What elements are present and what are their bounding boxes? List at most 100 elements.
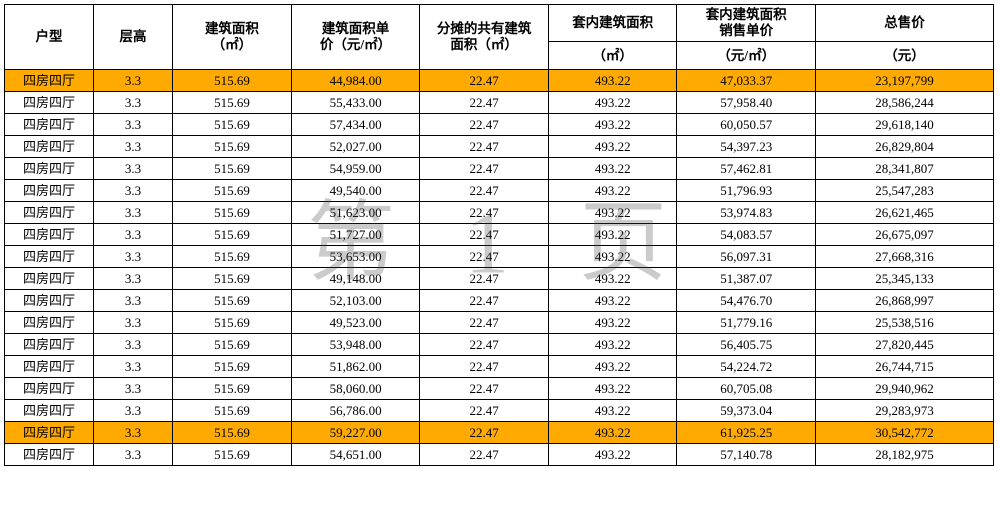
table-cell: 27,820,445	[815, 334, 993, 356]
table-cell: 493.22	[548, 290, 677, 312]
table-cell: 493.22	[548, 400, 677, 422]
table-cell: 493.22	[548, 268, 677, 290]
table-cell: 59,373.04	[677, 400, 815, 422]
table-cell: 56,097.31	[677, 246, 815, 268]
column-header: 套内建筑面积销售单价	[677, 5, 815, 42]
table-cell: 515.69	[173, 114, 292, 136]
table-cell: 54,476.70	[677, 290, 815, 312]
table-cell: 55,433.00	[291, 92, 420, 114]
table-cell: 493.22	[548, 114, 677, 136]
table-cell: 56,405.75	[677, 334, 815, 356]
table-cell: 51,796.93	[677, 180, 815, 202]
table-cell: 57,462.81	[677, 158, 815, 180]
table-cell: 3.3	[94, 444, 173, 466]
table-row: 四房四厅3.3515.6944,984.0022.47493.2247,033.…	[5, 70, 994, 92]
table-cell: 58,060.00	[291, 378, 420, 400]
column-header: 层高	[94, 5, 173, 70]
table-cell: 3.3	[94, 246, 173, 268]
column-header: 套内建筑面积	[548, 5, 677, 42]
table-cell: 22.47	[420, 334, 549, 356]
table-cell: 3.3	[94, 422, 173, 444]
table-cell: 四房四厅	[5, 378, 94, 400]
table-cell: 53,974.83	[677, 202, 815, 224]
table-cell: 22.47	[420, 224, 549, 246]
column-header: （元/㎡）	[677, 42, 815, 70]
table-cell: 53,948.00	[291, 334, 420, 356]
table-cell: 493.22	[548, 356, 677, 378]
table-row: 四房四厅3.3515.6949,523.0022.47493.2251,779.…	[5, 312, 994, 334]
table-cell: 515.69	[173, 158, 292, 180]
table-cell: 3.3	[94, 312, 173, 334]
column-header: （元）	[815, 42, 993, 70]
table-cell: 22.47	[420, 70, 549, 92]
table-cell: 51,387.07	[677, 268, 815, 290]
table-cell: 61,925.25	[677, 422, 815, 444]
table-cell: 515.69	[173, 246, 292, 268]
table-cell: 493.22	[548, 444, 677, 466]
table-cell: 515.69	[173, 92, 292, 114]
table-cell: 26,868,997	[815, 290, 993, 312]
table-cell: 3.3	[94, 92, 173, 114]
table-cell: 22.47	[420, 246, 549, 268]
table-cell: 515.69	[173, 224, 292, 246]
table-cell: 3.3	[94, 378, 173, 400]
table-cell: 3.3	[94, 290, 173, 312]
table-cell: 29,618,140	[815, 114, 993, 136]
column-header: 总售价	[815, 5, 993, 42]
table-cell: 51,727.00	[291, 224, 420, 246]
table-cell: 23,197,799	[815, 70, 993, 92]
table-row: 四房四厅3.3515.6956,786.0022.47493.2259,373.…	[5, 400, 994, 422]
table-cell: 49,540.00	[291, 180, 420, 202]
table-cell: 47,033.37	[677, 70, 815, 92]
table-cell: 3.3	[94, 136, 173, 158]
table-cell: 493.22	[548, 202, 677, 224]
table-cell: 四房四厅	[5, 136, 94, 158]
price-table: 户型层高建筑面积（㎡）建筑面积单价（元/㎡）分摊的共有建筑面积（㎡）套内建筑面积…	[4, 4, 994, 466]
table-cell: 493.22	[548, 92, 677, 114]
table-cell: 25,547,283	[815, 180, 993, 202]
table-cell: 515.69	[173, 422, 292, 444]
table-cell: 四房四厅	[5, 246, 94, 268]
table-cell: 493.22	[548, 246, 677, 268]
table-cell: 3.3	[94, 224, 173, 246]
table-cell: 3.3	[94, 70, 173, 92]
table-cell: 515.69	[173, 356, 292, 378]
table-cell: 57,140.78	[677, 444, 815, 466]
column-header: 建筑面积单价（元/㎡）	[291, 5, 420, 70]
table-cell: 493.22	[548, 312, 677, 334]
table-cell: 22.47	[420, 158, 549, 180]
table-cell: 52,027.00	[291, 136, 420, 158]
table-cell: 26,675,097	[815, 224, 993, 246]
table-cell: 493.22	[548, 224, 677, 246]
table-cell: 56,786.00	[291, 400, 420, 422]
table-cell: 49,523.00	[291, 312, 420, 334]
table-cell: 493.22	[548, 378, 677, 400]
table-row: 四房四厅3.3515.6951,623.0022.47493.2253,974.…	[5, 202, 994, 224]
table-cell: 54,397.23	[677, 136, 815, 158]
table-row: 四房四厅3.3515.6953,948.0022.47493.2256,405.…	[5, 334, 994, 356]
table-cell: 四房四厅	[5, 92, 94, 114]
table-cell: 四房四厅	[5, 312, 94, 334]
table-cell: 49,148.00	[291, 268, 420, 290]
table-cell: 四房四厅	[5, 180, 94, 202]
table-cell: 22.47	[420, 378, 549, 400]
table-cell: 四房四厅	[5, 444, 94, 466]
table-cell: 515.69	[173, 444, 292, 466]
table-cell: 493.22	[548, 136, 677, 158]
table-cell: 54,959.00	[291, 158, 420, 180]
table-row: 四房四厅3.3515.6958,060.0022.47493.2260,705.…	[5, 378, 994, 400]
table-cell: 22.47	[420, 290, 549, 312]
table-row: 四房四厅3.3515.6949,540.0022.47493.2251,796.…	[5, 180, 994, 202]
table-cell: 22.47	[420, 312, 549, 334]
table-cell: 22.47	[420, 92, 549, 114]
table-cell: 25,345,133	[815, 268, 993, 290]
table-cell: 493.22	[548, 180, 677, 202]
column-header: 分摊的共有建筑面积（㎡）	[420, 5, 549, 70]
table-cell: 57,434.00	[291, 114, 420, 136]
column-header: 建筑面积（㎡）	[173, 5, 292, 70]
table-cell: 51,779.16	[677, 312, 815, 334]
table-row: 四房四厅3.3515.6957,434.0022.47493.2260,050.…	[5, 114, 994, 136]
table-cell: 29,940,962	[815, 378, 993, 400]
table-cell: 57,958.40	[677, 92, 815, 114]
table-cell: 22.47	[420, 202, 549, 224]
